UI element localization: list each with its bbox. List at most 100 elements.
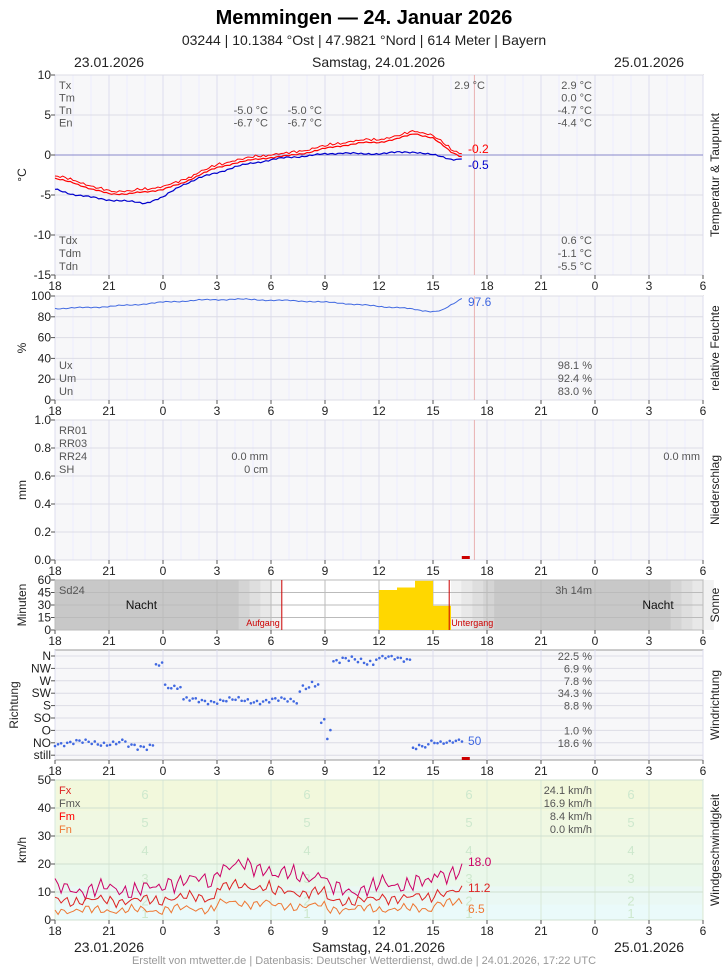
wdir-point <box>304 687 308 691</box>
sun-bar <box>379 590 397 630</box>
wdir-point <box>117 740 121 744</box>
precip-xtick-label: 0 <box>160 564 167 578</box>
wdir-point <box>182 697 185 701</box>
sun-ytick-label: 15 <box>38 611 52 625</box>
hum-ytick-label: 0 <box>44 393 51 407</box>
sun-xtick-label: 9 <box>322 634 329 648</box>
temp-max-line <box>54 130 462 193</box>
hum-ytick-label: 80 <box>38 310 52 324</box>
precip-ytick-label: 0.8 <box>34 441 51 455</box>
hum-xtick-label: 15 <box>426 404 440 418</box>
hum-xtick-label: 3 <box>646 404 653 418</box>
wdir-point <box>411 746 415 749</box>
wdir-point <box>148 743 152 747</box>
sun-xtick-label: 15 <box>426 634 440 648</box>
wdir-category-label: SO <box>34 711 51 725</box>
wdir-point <box>280 696 283 699</box>
temp-ytick-label: -15 <box>34 268 52 282</box>
wdir-xtick-label: 6 <box>700 764 707 778</box>
wind-xtick-label: 3 <box>214 924 221 938</box>
beaufort-label: 5 <box>627 815 634 830</box>
humidity-end-label: 97.6 <box>468 295 492 309</box>
wdir-point <box>133 743 136 747</box>
sun-xtick-label: 6 <box>268 634 275 648</box>
wdir-point <box>319 721 323 725</box>
beaufort-label: 1 <box>465 906 472 921</box>
wind-stat-right: 0.0 km/h <box>550 824 592 836</box>
wdir-point <box>329 728 332 732</box>
wdir-point <box>430 739 433 742</box>
wdir-point <box>332 659 335 663</box>
wdir-category-label: SW <box>32 686 52 700</box>
hum-ylabel: % <box>15 342 29 353</box>
hum-stat-label: Un <box>59 386 73 398</box>
sun-ytick-label: 45 <box>38 586 52 600</box>
wdir-point <box>414 747 418 751</box>
wdir-point <box>267 701 271 704</box>
wdir-point <box>313 685 317 688</box>
wdir-point <box>365 663 369 666</box>
precip-ytick-label: 0.4 <box>34 497 51 511</box>
wind-xtick-label: 21 <box>102 924 116 938</box>
wdir-point <box>347 659 351 663</box>
beaufort-label: 4 <box>303 843 310 858</box>
temp-ytick-label: 5 <box>44 108 51 122</box>
precip-ytick-label: 1.0 <box>34 413 51 427</box>
hum-stat-right: 92.4 % <box>558 373 592 385</box>
wdir-point <box>243 699 247 703</box>
temp-end-label: -0.2 <box>468 142 489 156</box>
wdir-point <box>433 741 436 745</box>
wdir-point <box>209 699 213 703</box>
wdir-point <box>75 738 78 742</box>
sun-xtick-label: 6 <box>700 634 707 648</box>
wdir-point <box>237 695 240 699</box>
wdir-xtick-label: 18 <box>48 764 62 778</box>
wdir-point <box>439 740 442 743</box>
sun-bar <box>415 580 433 630</box>
sun-bar <box>433 605 451 630</box>
precip-xtick-label: 21 <box>534 564 548 578</box>
beaufort-label: 3 <box>465 871 472 886</box>
temp-stat-mid-b: -6.7 °C <box>288 118 322 130</box>
wdir-point <box>252 701 256 704</box>
wind-xtick-label: 0 <box>160 924 167 938</box>
wind-stat-right: 16.9 km/h <box>544 798 592 810</box>
beaufort-label: 3 <box>141 871 148 886</box>
temp-line <box>54 133 462 196</box>
wind-xtick-label: 15 <box>426 924 440 938</box>
precip-xtick-label: 18 <box>48 564 62 578</box>
beaufort-label: 3 <box>627 871 634 886</box>
temp-stat-mid-a: -5.0 °C <box>234 105 268 117</box>
station-info: 03244 | 10.1384 °Ost | 47.9821 °Nord | 6… <box>181 32 547 48</box>
sunrise-label: Aufgang <box>246 618 280 628</box>
wdir-point <box>139 745 142 748</box>
hum-xtick-label: 9 <box>322 404 329 418</box>
temp-xtick-label: 21 <box>534 279 548 293</box>
wdir-point <box>200 698 204 702</box>
wdir-point <box>451 741 455 744</box>
wdir-point <box>121 738 124 742</box>
hum-xtick-label: 3 <box>214 404 221 418</box>
wdir-point <box>136 748 139 751</box>
wdir-point <box>111 740 115 743</box>
precip-xtick-label: 21 <box>102 564 116 578</box>
wdir-category-label: N <box>42 649 51 663</box>
wind-stat-label: Fm <box>59 811 75 823</box>
wdir-point <box>228 696 231 699</box>
wdir-point <box>179 685 182 689</box>
beaufort-label: 6 <box>303 787 310 802</box>
temp-xtick-label: 9 <box>322 279 329 293</box>
wdir-point <box>436 741 439 745</box>
wdir-point <box>274 697 277 700</box>
wind-xtick-label: 9 <box>322 924 329 938</box>
temp-xtick-label: 3 <box>646 279 653 293</box>
wdir-point <box>96 743 100 746</box>
temp-ytick-label: 10 <box>38 68 52 82</box>
wdir-point <box>99 744 103 747</box>
wdir-point <box>371 663 375 667</box>
wind-ytick-label: 40 <box>38 801 52 815</box>
wdir-point <box>286 700 289 703</box>
precip-stat-mid: 0 cm <box>244 464 268 476</box>
date-right: 25.01.2026 <box>614 54 685 70</box>
wdir-point <box>59 741 63 745</box>
